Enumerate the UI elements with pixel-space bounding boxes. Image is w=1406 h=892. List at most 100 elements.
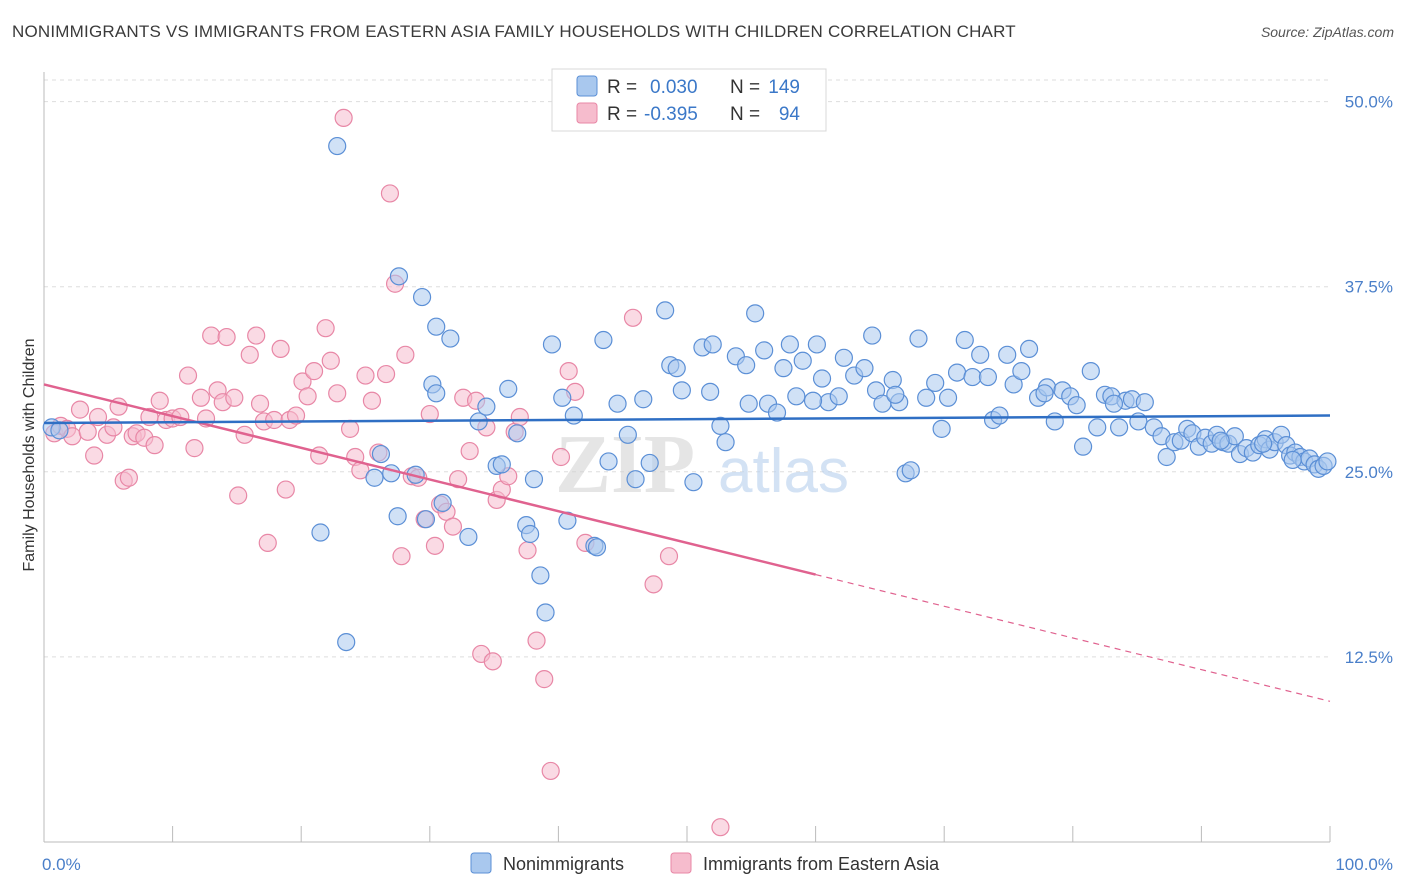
y-tick-label-2: 37.5%: [1345, 278, 1393, 297]
nonimmigrants-point-146: [1211, 431, 1230, 450]
immigrants-point-60: [392, 547, 411, 566]
nonimmigrants-point-144: [803, 391, 823, 410]
nonimmigrants-point-54: [737, 356, 756, 375]
nonimmigrants-point-62: [793, 351, 812, 370]
nonimmigrants-point-58: [767, 403, 787, 422]
immigrants-point-65: [420, 404, 439, 424]
nonimmigrants-point-95: [1045, 412, 1064, 431]
immigrants-point-18: [150, 391, 169, 410]
nonimmigrants-point-37: [599, 452, 618, 471]
immigrants-point-72: [460, 441, 479, 461]
nonimmigrants-point-101: [1088, 418, 1107, 437]
y-tick-label-0: 12.5%: [1345, 648, 1393, 667]
nonimmigrants-point-82: [947, 363, 967, 382]
nonimmigrants-point-49: [701, 382, 720, 401]
x-tick-labels: 0.0% 100.0%: [42, 855, 1393, 874]
immigrants-point-24: [191, 388, 210, 407]
immigrants-trend-line-dashed: [815, 573, 1331, 702]
nonimmigrants-point-142: [886, 385, 905, 404]
immigrants-point-51: [340, 419, 360, 438]
immigrants-point-42: [286, 406, 306, 425]
nonimmigrants-point-145: [1104, 394, 1124, 413]
nonimmigrants-point-60: [780, 335, 799, 354]
nonimmigrants-point-104: [1109, 418, 1129, 437]
nonimmigrants-point-52: [716, 433, 735, 452]
immigrants-point-55: [362, 391, 382, 410]
legend-swatch-pink: [576, 102, 598, 124]
immigrants-point-91: [644, 575, 663, 594]
nonimmigrants-point-98: [1067, 396, 1086, 415]
nonimmigrants-point-45: [667, 359, 686, 378]
series-immigrants-points: [45, 108, 730, 837]
immigrants-point-50: [334, 108, 353, 128]
nonimmigrants-point-140: [1318, 452, 1337, 471]
watermark: ZIP atlas: [555, 418, 849, 511]
nonimmigrants-point-88: [990, 406, 1009, 425]
immigrants-point-22: [178, 366, 198, 385]
immigrants-point-83: [527, 631, 546, 650]
nonimmigrants-point-70: [863, 326, 882, 345]
nonimmigrants-point-41: [634, 390, 653, 409]
nonimmigrants-point-30: [542, 335, 562, 354]
immigrants-point-57: [376, 364, 396, 384]
immigrants-point-47: [316, 319, 335, 338]
nonimmigrants-point-91: [1012, 362, 1031, 381]
immigrants-point-6: [85, 446, 104, 465]
nonimmigrants-point-81: [938, 388, 958, 407]
immigrants-point-90: [623, 308, 643, 327]
nonimmigrants-point-67: [834, 348, 853, 367]
series-nonimmigrants-points: [42, 136, 1337, 652]
nonimmigrants-point-61: [787, 387, 806, 406]
nonimmigrants-point-47: [684, 473, 703, 492]
nonimmigrants-point-31: [553, 388, 572, 407]
nonimmigrants-point-1: [50, 421, 69, 440]
nonimmigrants-point-17: [433, 493, 452, 513]
immigrants-point-84: [535, 670, 554, 689]
immigrants-point-85: [541, 761, 560, 781]
nonimmigrants-point-28: [531, 566, 550, 585]
nonimmigrants-point-8: [311, 523, 330, 542]
bottom-legend: Nonimmigrants Immigrants from Eastern As…: [470, 852, 940, 874]
nonimmigrants-point-12: [388, 507, 407, 526]
nonimmigrants-point-111: [1157, 447, 1176, 467]
legend-swatch-blue: [576, 75, 598, 97]
immigrants-trend-line: [43, 383, 816, 576]
immigrants-point-17: [145, 436, 164, 455]
bottom-legend-nonimmigrants: Nonimmigrants: [503, 854, 624, 874]
immigrants-point-38: [265, 410, 284, 430]
legend-box: [551, 68, 827, 132]
nonimmigrants-point-78: [917, 388, 936, 407]
nonimmigrants-point-27: [524, 470, 544, 489]
immigrants-point-40: [276, 480, 295, 499]
nonimmigrants-point-147: [1254, 434, 1273, 453]
watermark-atlas: atlas: [718, 437, 849, 506]
legend-n-label-1: N =: [730, 77, 760, 98]
axes: [43, 72, 1331, 843]
nonimmigrants-point-18: [459, 527, 478, 547]
y-tick-labels: 12.5% 25.0% 37.5% 50.0%: [1345, 93, 1393, 667]
nonimmigrants-point-73: [883, 370, 902, 390]
nonimmigrants-point-35: [587, 538, 607, 557]
nonimmigrants-point-7: [337, 632, 356, 652]
immigrants-point-29: [217, 327, 236, 347]
immigrants-point-93: [711, 818, 730, 837]
immigrants-point-44: [298, 387, 317, 406]
immigrants-point-87: [559, 362, 578, 381]
nonimmigrants-point-69: [855, 359, 874, 378]
nonimmigrants-point-40: [626, 470, 645, 489]
nonimmigrants-point-2: [328, 136, 347, 156]
immigrants-point-92: [659, 547, 679, 566]
nonimmigrants-point-10: [371, 444, 391, 464]
nonimmigrants-point-14: [416, 510, 436, 529]
nonimmigrants-point-100: [1081, 362, 1100, 381]
nonimmigrants-point-51: [711, 416, 730, 436]
nonimmigrants-point-26: [521, 524, 540, 544]
nonimmigrants-point-29: [536, 603, 555, 622]
legend-n-value-1: 149: [768, 77, 800, 98]
nonimmigrants-point-23: [499, 379, 518, 398]
nonimmigrants-point-83: [955, 330, 974, 350]
nonimmigrants-point-33: [564, 406, 583, 425]
nonimmigrants-point-4: [412, 287, 432, 307]
immigrants-point-30: [225, 388, 244, 407]
